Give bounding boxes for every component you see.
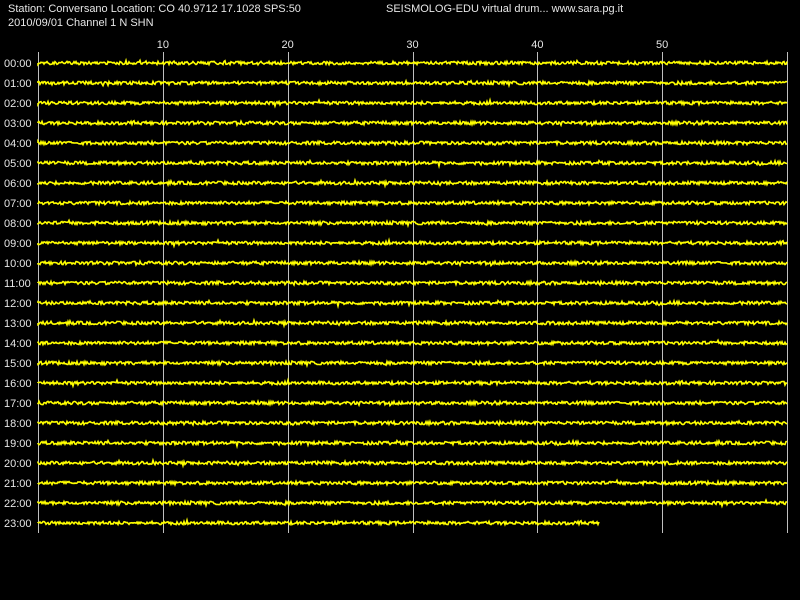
hour-label: 23:00 [4, 518, 32, 530]
seismic-traces [37, 57, 788, 527]
trace-row [37, 138, 788, 147]
station-info: Station: Conversano Location: CO 40.9712… [8, 3, 301, 15]
hour-label: 18:00 [4, 418, 32, 430]
x-tick-label: 20 [282, 39, 294, 51]
trace-row [37, 278, 788, 287]
hour-label: 17:00 [4, 398, 32, 410]
trace-row [37, 258, 788, 268]
trace-row [37, 317, 788, 329]
hour-label: 06:00 [4, 178, 32, 190]
trace-row [37, 478, 788, 487]
app-credit: SEISMOLOG-EDU virtual drum... www.sara.p… [386, 3, 624, 15]
hour-label: 02:00 [4, 98, 32, 110]
trace-row [37, 118, 788, 128]
hour-label: 21:00 [4, 478, 32, 490]
trace-row [37, 418, 788, 427]
hour-label: 16:00 [4, 378, 32, 390]
x-tick-labels: 10 20 30 40 50 [157, 39, 669, 51]
x-tick-label: 10 [157, 39, 169, 51]
trace-row [37, 517, 600, 527]
trace-row [37, 438, 788, 450]
trace-row [37, 457, 788, 469]
trace-row [37, 158, 788, 170]
hour-label: 11:00 [4, 278, 31, 290]
trace-row [37, 237, 788, 249]
x-tick-label: 50 [656, 39, 668, 51]
hour-label: 05:00 [4, 158, 32, 170]
trace-row [37, 338, 788, 347]
hour-labels: 00:00 01:00 02:00 03:00 04:00 05:00 06:00 07:00… [4, 58, 32, 530]
trace-row [37, 57, 788, 67]
hour-label: 03:00 [4, 118, 32, 130]
hour-label: 13:00 [4, 318, 32, 330]
trace-row [37, 358, 788, 369]
hour-label: 09:00 [4, 238, 32, 250]
hour-label: 20:00 [4, 458, 32, 470]
trace-row [37, 78, 788, 89]
trace-row [37, 398, 788, 408]
hour-label: 08:00 [4, 218, 32, 230]
x-tick-label: 30 [406, 39, 418, 51]
hour-label: 01:00 [4, 78, 32, 90]
hour-label: 00:00 [4, 58, 32, 70]
hour-label: 07:00 [4, 198, 32, 210]
hour-label: 15:00 [4, 358, 32, 370]
date-channel-info: 2010/09/01 Channel 1 N SHN [8, 17, 154, 29]
hour-label: 12:00 [4, 298, 32, 310]
trace-row [37, 198, 788, 207]
hour-label: 10:00 [4, 258, 32, 270]
hour-label: 04:00 [4, 138, 32, 150]
trace-row [37, 97, 788, 109]
trace-row [37, 377, 788, 389]
hour-label: 14:00 [4, 338, 32, 350]
trace-row [37, 218, 788, 229]
trace-row [37, 298, 788, 310]
x-tick-label: 40 [531, 39, 543, 51]
trace-row [37, 177, 788, 189]
grid-lines [38, 52, 788, 533]
trace-row [37, 497, 788, 509]
hour-label: 19:00 [4, 438, 32, 450]
hour-label: 22:00 [4, 498, 32, 510]
